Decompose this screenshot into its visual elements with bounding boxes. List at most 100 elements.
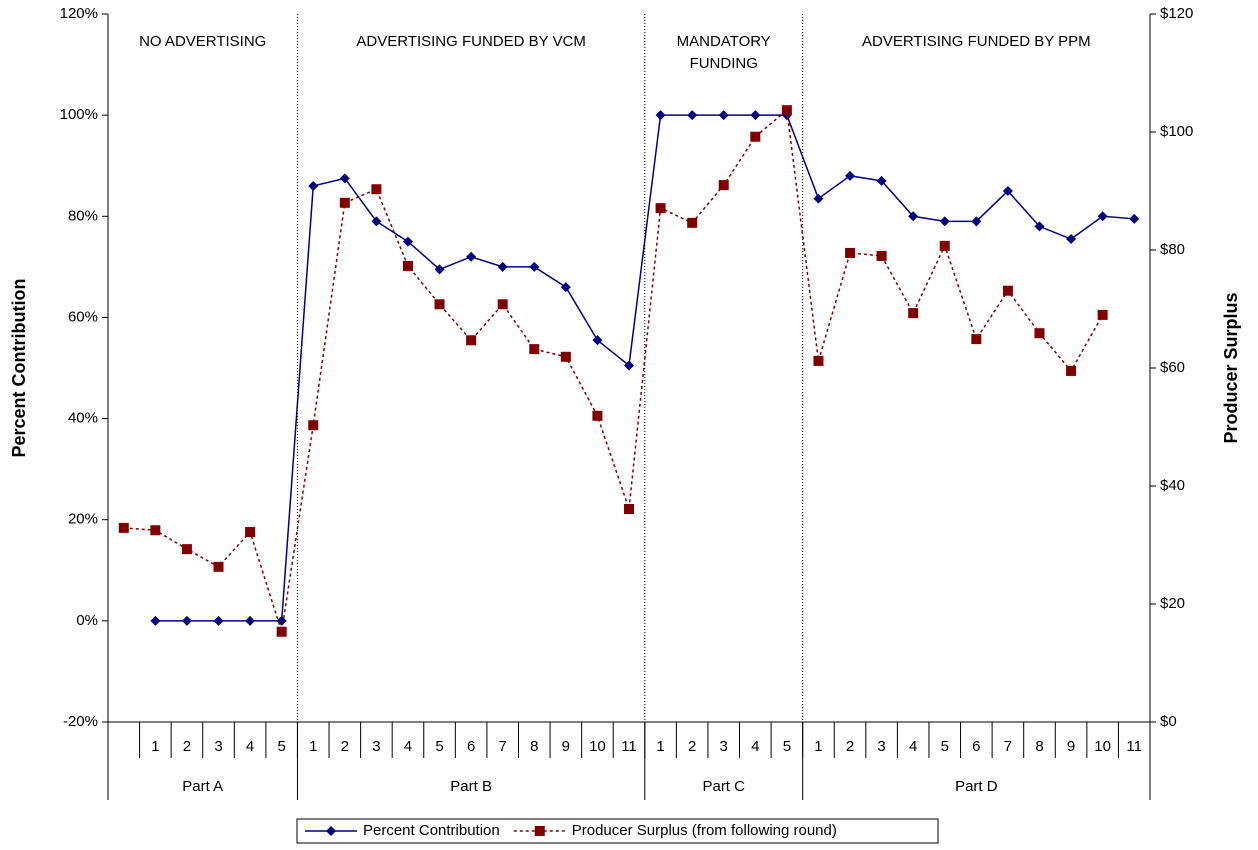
data-point <box>1097 309 1108 320</box>
legend-marker <box>534 826 545 836</box>
data-point <box>181 544 192 555</box>
x-tick-label: 2 <box>183 738 191 755</box>
data-point <box>718 110 729 121</box>
y-tick-label: -20% <box>63 713 98 730</box>
data-point <box>371 216 382 227</box>
data-point <box>687 217 698 228</box>
section-annotation: ADVERTISING FUNDED BY PPM <box>862 33 1091 50</box>
data-point <box>402 260 413 271</box>
data-point <box>560 282 571 293</box>
data-point <box>529 261 540 272</box>
data-point <box>466 335 477 346</box>
data-point <box>497 261 508 272</box>
x-tick-label: 8 <box>530 738 538 755</box>
x-tick-label: 9 <box>562 738 570 755</box>
y-tick-label: 120% <box>60 5 98 22</box>
data-point <box>1129 213 1140 224</box>
data-point <box>371 184 382 195</box>
data-point <box>845 247 856 258</box>
data-point <box>939 240 950 251</box>
y2-axis-title: Producer Surplus <box>1221 292 1241 443</box>
x-tick-label: 1 <box>656 738 664 755</box>
x-tick-label: 6 <box>467 738 475 755</box>
data-point <box>1097 211 1108 222</box>
data-point <box>971 216 982 227</box>
y-tick-label: 40% <box>68 410 98 427</box>
data-point <box>308 420 319 431</box>
x-tick-label: 5 <box>435 738 443 755</box>
x-tick-label: 10 <box>1094 738 1111 755</box>
group-label: Part C <box>702 778 745 795</box>
y-axis-title: Percent Contribution <box>9 279 29 458</box>
y2-tick-label: $40 <box>1160 477 1185 494</box>
y2-tick-label: $80 <box>1160 241 1185 258</box>
group-label: Part D <box>955 778 998 795</box>
x-tick-label: 10 <box>589 738 606 755</box>
x-tick-label: 11 <box>1126 738 1142 755</box>
group-label: Part B <box>450 778 492 795</box>
data-point <box>497 299 508 310</box>
data-point <box>813 355 824 366</box>
data-point <box>876 175 887 186</box>
y2-tick-label: $20 <box>1160 595 1185 612</box>
series-line <box>123 108 1104 632</box>
x-tick-label: 7 <box>499 738 507 755</box>
legend-label: Percent Contribution <box>363 822 500 839</box>
data-point <box>939 216 950 227</box>
data-point <box>213 561 224 572</box>
data-point <box>245 615 256 626</box>
x-tick-label: 2 <box>846 738 854 755</box>
data-point <box>655 110 666 121</box>
data-point <box>339 173 350 184</box>
x-tick-label: 8 <box>1035 738 1043 755</box>
data-point <box>718 180 729 191</box>
data-point <box>624 504 634 515</box>
x-tick-label: 3 <box>372 738 380 755</box>
data-point <box>876 250 887 261</box>
data-point <box>245 527 256 538</box>
data-point <box>339 197 350 208</box>
y2-tick-label: $60 <box>1160 359 1185 376</box>
data-point <box>845 170 856 181</box>
section-annotation: ADVERTISING FUNDED BY VCM <box>356 33 585 50</box>
x-tick-label: 3 <box>214 738 222 755</box>
y2-tick-label: $100 <box>1160 123 1193 140</box>
data-point <box>624 360 634 371</box>
data-point <box>687 110 698 121</box>
data-point <box>908 308 919 319</box>
x-tick-label: 4 <box>246 738 254 755</box>
data-point <box>181 615 192 626</box>
data-point <box>213 615 224 626</box>
x-tick-label: 1 <box>309 738 317 755</box>
x-tick-label: 1 <box>814 738 822 755</box>
data-point <box>781 105 792 116</box>
data-point <box>971 334 982 345</box>
data-point <box>466 251 477 262</box>
x-tick-label: 4 <box>751 738 759 755</box>
x-tick-label: 3 <box>720 738 728 755</box>
data-point <box>150 525 161 536</box>
section-annotation: MANDATORY <box>677 33 771 50</box>
x-tick-label: 9 <box>1067 738 1075 755</box>
data-point <box>1066 234 1077 245</box>
x-tick-label: 5 <box>277 738 285 755</box>
y-tick-label: 80% <box>68 207 98 224</box>
legend-label: Producer Surplus (from following round) <box>572 822 837 839</box>
data-point <box>276 626 287 637</box>
data-point <box>750 110 761 121</box>
x-tick-label: 4 <box>909 738 917 755</box>
y2-tick-label: $0 <box>1160 713 1177 730</box>
y-tick-label: 20% <box>68 511 98 528</box>
data-point <box>655 203 666 214</box>
group-label: Part A <box>182 778 223 795</box>
series-line <box>155 114 1135 622</box>
data-point <box>908 211 919 222</box>
x-tick-label: 5 <box>941 738 949 755</box>
x-tick-label: 1 <box>151 738 159 755</box>
data-point <box>276 615 287 626</box>
data-point <box>1034 221 1045 232</box>
y-tick-label: 100% <box>60 106 98 123</box>
data-point <box>529 344 540 355</box>
y2-tick-label: $120 <box>1160 5 1193 22</box>
